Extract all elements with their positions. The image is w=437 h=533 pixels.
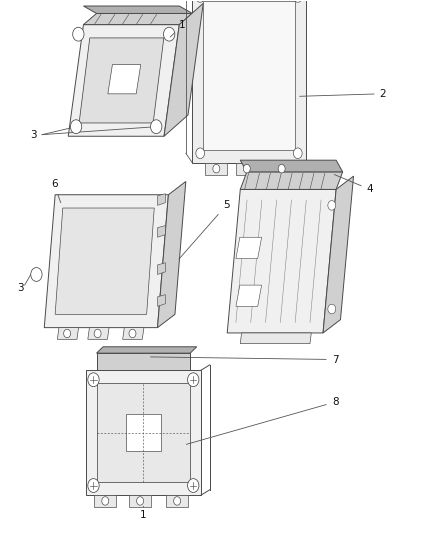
Circle shape [187, 373, 199, 386]
Polygon shape [157, 263, 165, 274]
Bar [166, 495, 188, 507]
Polygon shape [323, 176, 354, 333]
Bar [236, 163, 258, 174]
Polygon shape [227, 189, 336, 333]
Bar [126, 414, 161, 451]
Bar [271, 163, 292, 174]
Bar [205, 163, 227, 174]
Bar [97, 353, 190, 370]
Bar [203, 1, 295, 150]
Text: 6: 6 [51, 179, 61, 203]
Polygon shape [164, 3, 203, 136]
Bar [86, 370, 201, 495]
Circle shape [173, 497, 180, 505]
Circle shape [129, 329, 136, 338]
Circle shape [293, 148, 302, 159]
Bar [94, 495, 116, 507]
Polygon shape [236, 285, 262, 306]
Circle shape [187, 479, 199, 492]
Polygon shape [83, 13, 192, 25]
Circle shape [137, 497, 144, 505]
Polygon shape [157, 181, 186, 328]
Circle shape [88, 479, 99, 492]
Polygon shape [157, 295, 165, 306]
Text: 7: 7 [150, 354, 338, 365]
Polygon shape [88, 328, 109, 340]
Polygon shape [55, 208, 154, 314]
Text: 3: 3 [30, 130, 36, 140]
Polygon shape [157, 225, 165, 237]
Polygon shape [57, 328, 79, 340]
Text: 8: 8 [186, 397, 338, 445]
Polygon shape [192, 0, 305, 163]
Circle shape [64, 329, 71, 338]
Polygon shape [97, 347, 197, 353]
Circle shape [31, 268, 42, 281]
Circle shape [196, 148, 205, 159]
Polygon shape [157, 193, 165, 205]
Polygon shape [44, 195, 168, 328]
Polygon shape [240, 160, 343, 172]
Text: 1: 1 [170, 20, 186, 37]
Circle shape [213, 165, 220, 173]
Circle shape [243, 165, 250, 173]
Bar [129, 495, 151, 507]
Circle shape [328, 200, 336, 210]
Text: 5: 5 [179, 200, 229, 259]
Polygon shape [108, 64, 141, 94]
Circle shape [88, 373, 99, 386]
Circle shape [70, 120, 82, 134]
Text: 2: 2 [300, 88, 386, 99]
Circle shape [94, 329, 101, 338]
Polygon shape [79, 38, 164, 123]
Text: 4: 4 [334, 174, 373, 195]
Polygon shape [83, 6, 192, 13]
Circle shape [150, 120, 162, 134]
Polygon shape [240, 333, 311, 344]
Circle shape [293, 0, 302, 2]
Polygon shape [68, 25, 179, 136]
Polygon shape [240, 172, 343, 189]
Circle shape [278, 165, 285, 173]
Polygon shape [236, 237, 262, 259]
Text: 1: 1 [140, 506, 147, 520]
Circle shape [163, 27, 175, 41]
Bar [97, 383, 190, 482]
Circle shape [102, 497, 109, 505]
Circle shape [328, 304, 336, 314]
Text: 3: 3 [17, 283, 23, 293]
Polygon shape [123, 328, 144, 340]
Circle shape [73, 27, 84, 41]
Circle shape [196, 0, 205, 2]
